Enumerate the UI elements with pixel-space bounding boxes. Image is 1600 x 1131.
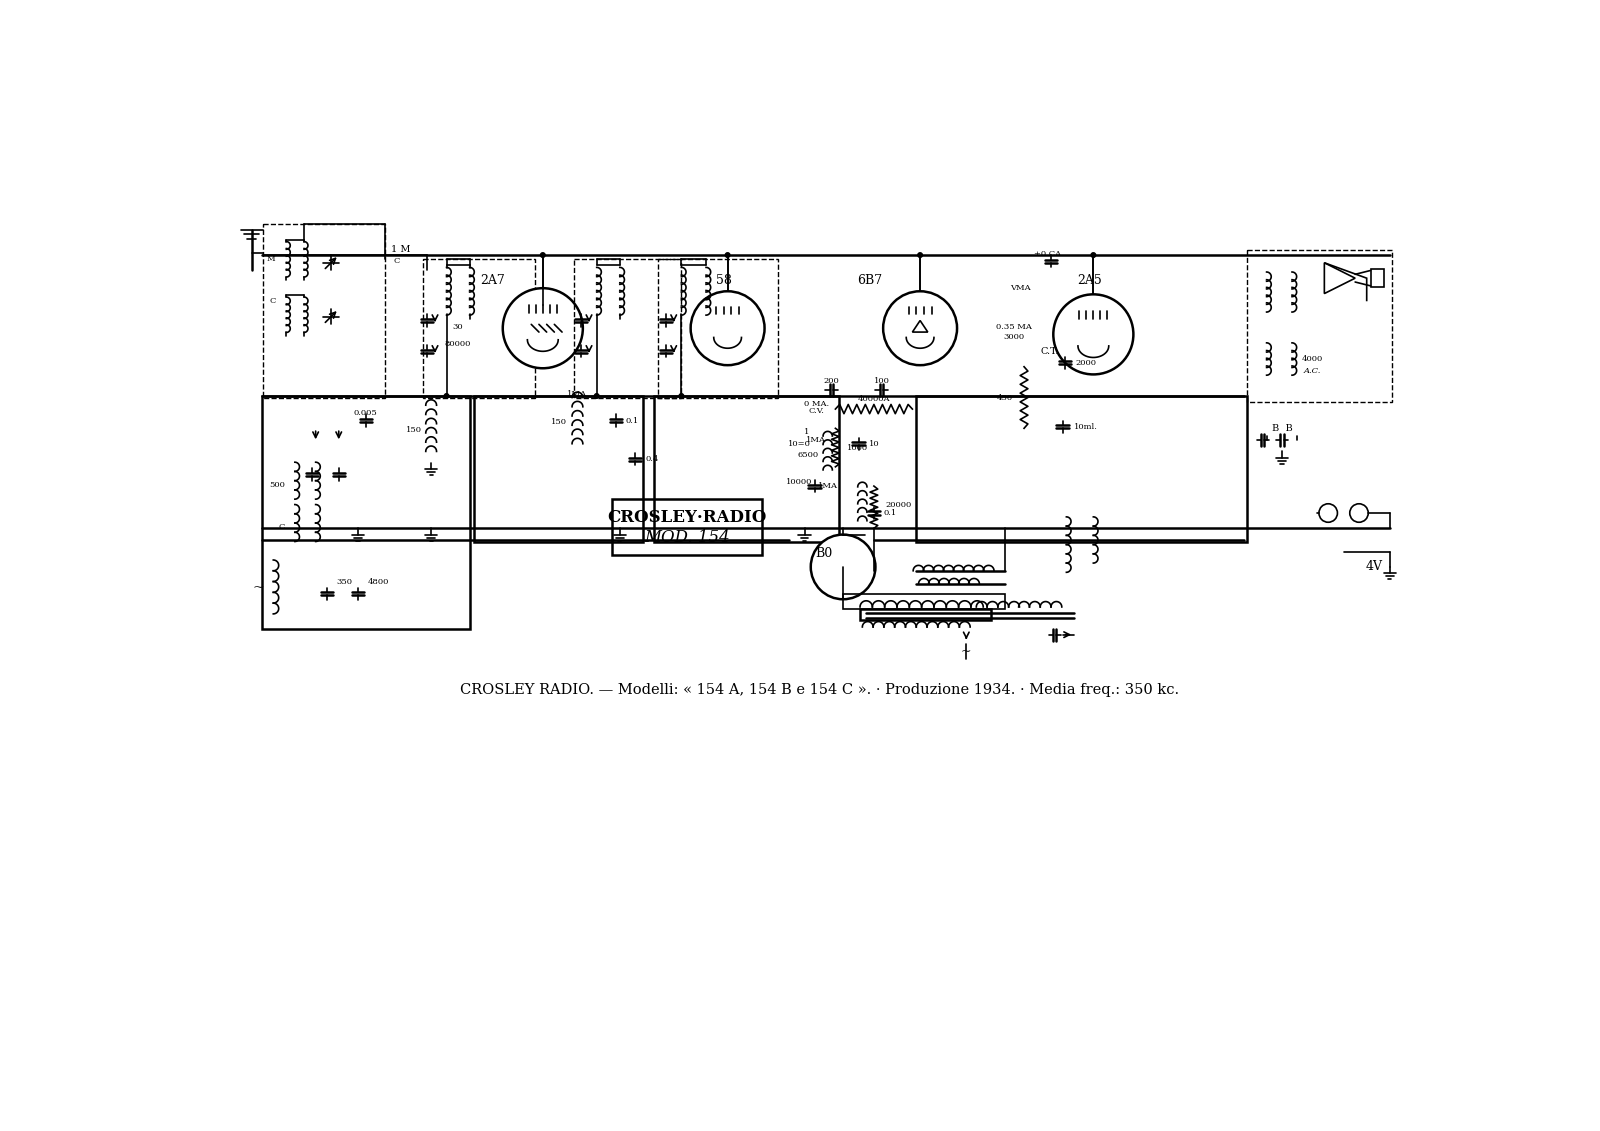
Text: 0.1: 0.1 (626, 416, 640, 424)
Text: 4V: 4V (1366, 561, 1382, 573)
Text: 2000: 2000 (1075, 359, 1096, 366)
Bar (861, 610, 990, 620)
Text: 58: 58 (715, 274, 731, 287)
Text: +0 CA: +0 CA (1034, 250, 1061, 258)
Text: 10000: 10000 (786, 478, 813, 486)
Text: 80000: 80000 (445, 339, 472, 347)
Text: 6500: 6500 (797, 451, 819, 459)
Text: 500: 500 (269, 482, 285, 490)
Text: A.C.: A.C. (1304, 366, 1322, 374)
Circle shape (1350, 503, 1368, 523)
Bar (917, 396, 1248, 542)
Bar (264, 224, 386, 397)
Circle shape (678, 394, 683, 398)
Bar (658, 259, 778, 397)
Text: 150: 150 (552, 418, 568, 426)
Text: 1MA: 1MA (568, 390, 587, 398)
Circle shape (918, 252, 923, 258)
Text: 1MA: 1MA (806, 435, 826, 443)
Bar (843, 594, 1005, 610)
Bar (1248, 250, 1392, 403)
Text: 0.005: 0.005 (354, 409, 378, 417)
Text: ~: ~ (253, 581, 264, 596)
Text: CROSLEY·RADIO: CROSLEY·RADIO (606, 509, 766, 526)
Text: 0.4: 0.4 (645, 455, 659, 463)
Bar (574, 259, 682, 397)
Text: 30: 30 (453, 322, 464, 330)
Circle shape (1053, 294, 1133, 374)
Text: C: C (269, 297, 275, 305)
Text: 100: 100 (874, 377, 890, 385)
Bar (654, 396, 840, 542)
Text: 4800: 4800 (368, 578, 389, 586)
Circle shape (445, 394, 450, 398)
Bar (424, 259, 534, 397)
Text: 1 M: 1 M (390, 245, 411, 254)
Text: 200: 200 (824, 377, 840, 385)
Text: 2A7: 2A7 (480, 274, 506, 287)
Circle shape (725, 252, 730, 258)
Text: 10=0: 10=0 (787, 440, 811, 448)
Text: MOD. 154: MOD. 154 (643, 529, 730, 546)
Circle shape (502, 288, 582, 369)
Circle shape (883, 292, 957, 365)
Text: 10ml.: 10ml. (1074, 423, 1098, 431)
Circle shape (811, 535, 875, 599)
Text: ~: ~ (962, 645, 971, 658)
Bar (1371, 269, 1384, 287)
Text: 40000A: 40000A (858, 395, 890, 403)
Text: CROSLEY RADIO. — Modelli: « 154 A, 154 B e 154 C ». · Produzione 1934. · Media f: CROSLEY RADIO. — Modelli: « 154 A, 154 B… (461, 683, 1179, 697)
Text: 350: 350 (336, 578, 352, 586)
Text: 20000: 20000 (885, 501, 912, 509)
Text: 2A5: 2A5 (1077, 274, 1102, 287)
Text: VMA: VMA (1010, 284, 1030, 292)
Text: 6B7: 6B7 (858, 274, 883, 287)
Text: 4000: 4000 (1302, 355, 1323, 363)
Circle shape (691, 292, 765, 365)
Circle shape (1318, 503, 1338, 523)
Text: C.V.: C.V. (808, 407, 824, 415)
Text: C: C (394, 257, 400, 266)
Text: 10: 10 (869, 440, 878, 448)
Bar (613, 499, 762, 554)
Text: 450: 450 (997, 394, 1013, 402)
Bar (474, 396, 643, 542)
Text: 1MA: 1MA (818, 482, 838, 490)
Text: 0.35 MA: 0.35 MA (997, 322, 1032, 330)
Text: B  B: B B (1272, 424, 1293, 433)
Bar (262, 396, 470, 629)
Text: 0.1: 0.1 (883, 509, 898, 517)
Text: C: C (278, 523, 285, 530)
Text: 150: 150 (406, 426, 422, 434)
Text: 3000: 3000 (1003, 334, 1024, 342)
Text: 1: 1 (805, 429, 810, 437)
Circle shape (541, 252, 546, 258)
Circle shape (1091, 252, 1096, 258)
Text: 0 MA.: 0 MA. (803, 399, 829, 407)
Text: C.T.: C.T. (1040, 347, 1059, 356)
Text: B0: B0 (816, 546, 832, 560)
Text: M: M (267, 254, 275, 262)
Text: 1000: 1000 (846, 443, 869, 451)
Circle shape (594, 394, 598, 398)
